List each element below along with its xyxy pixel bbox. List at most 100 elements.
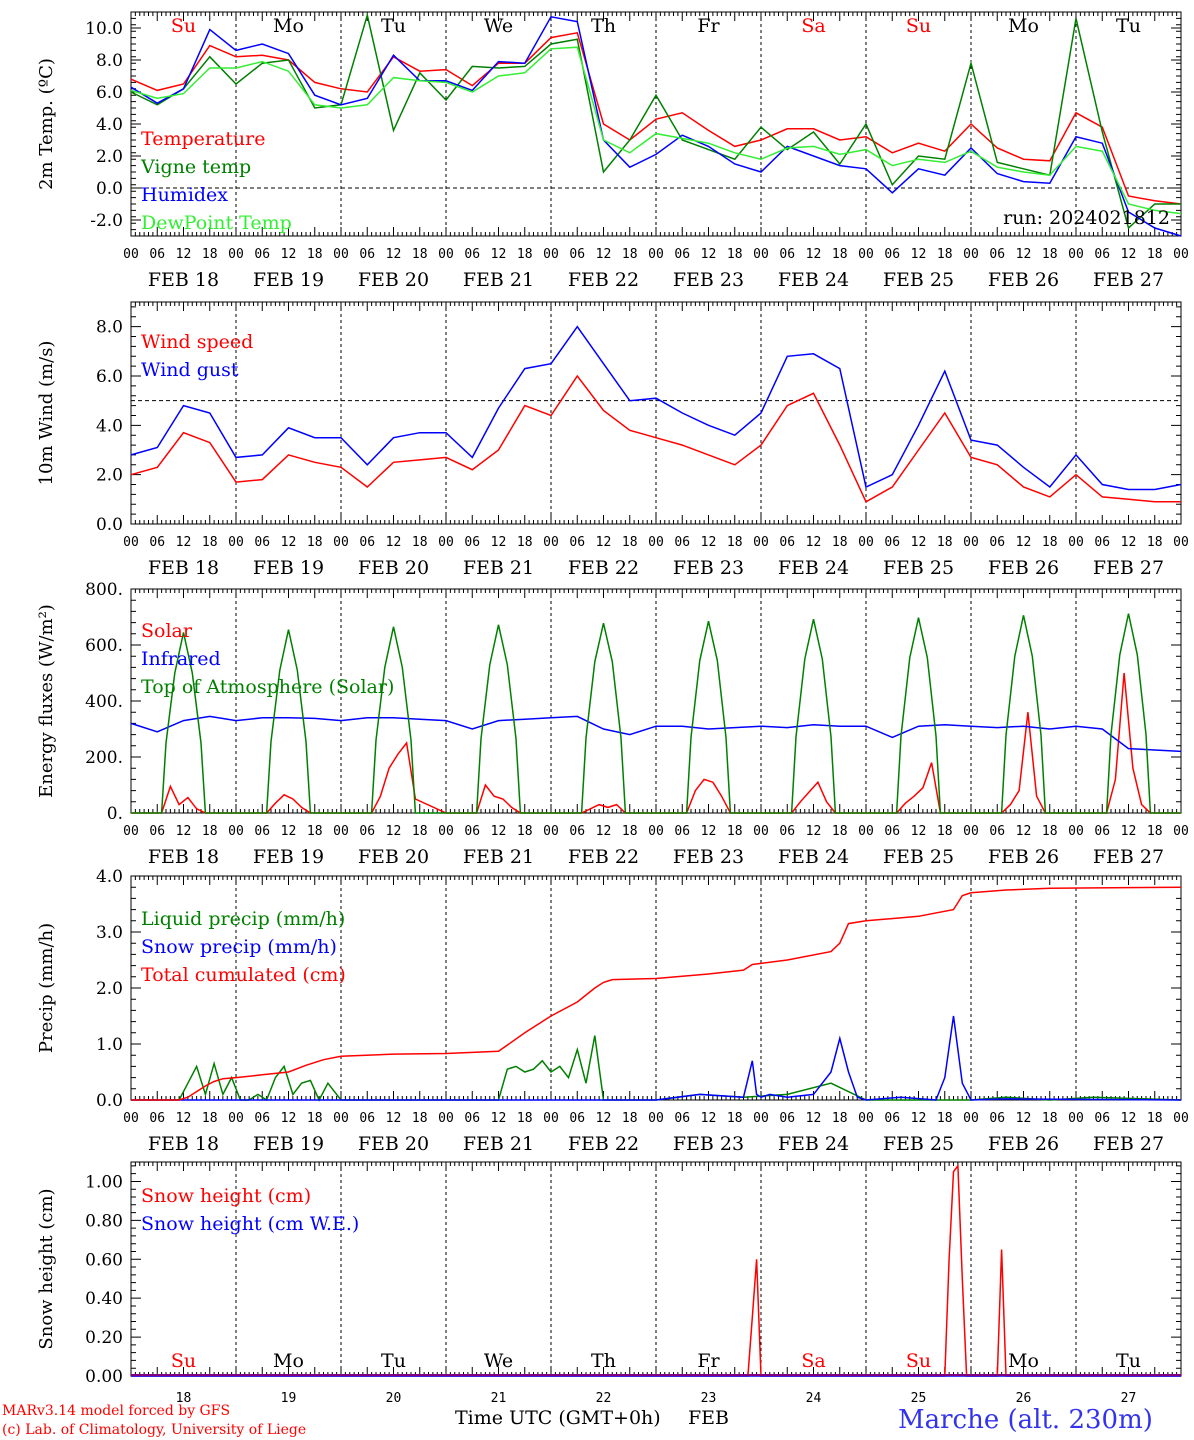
date-label: FEB 27: [1093, 1133, 1164, 1155]
date-label: FEB 21: [463, 1133, 534, 1155]
y-axis-label: Snow height (cm): [36, 1188, 57, 1349]
date-label: FEB 18: [148, 846, 219, 868]
y-tick-label: 0.40: [85, 1289, 123, 1309]
date-label: FEB 26: [988, 557, 1059, 579]
hour-label: 00: [963, 1111, 979, 1126]
y-ticks: [131, 306, 1181, 525]
date-label: FEB 25: [883, 846, 954, 868]
date-label: FEB 22: [568, 1133, 639, 1155]
y-ticks: [131, 588, 1181, 814]
day-name: Sa: [801, 1350, 825, 1372]
hour-label: 18: [1042, 824, 1058, 839]
date-label: FEB 20: [358, 269, 429, 291]
hour-label: 06: [779, 247, 795, 262]
y-tick-label: 6.0: [96, 83, 123, 103]
y-axis-label: 2m Temp. (ºC): [36, 58, 57, 190]
hour-label: 06: [254, 535, 270, 550]
hour-label: 12: [806, 1111, 822, 1126]
hour-label: 00: [648, 535, 664, 550]
date-label: FEB 18: [148, 1133, 219, 1155]
hour-label: 06: [149, 824, 165, 839]
date-label: FEB 24: [778, 1133, 849, 1155]
y-tick-label: 0.00: [85, 1367, 123, 1387]
hour-label: 18: [622, 1111, 638, 1126]
day-name: Tu: [381, 15, 406, 37]
day-name: Su: [906, 1350, 931, 1372]
y-tick-label: 0.0: [96, 1091, 123, 1111]
hour-label: 12: [596, 824, 612, 839]
day-name: Tu: [1116, 15, 1141, 37]
date-label: FEB 19: [253, 1133, 324, 1155]
hour-label: 18: [727, 824, 743, 839]
y-tick-label: 8.0: [96, 318, 123, 338]
series-line-temperature: [130, 31, 1182, 205]
chart-panel-2: 0.0 2.0 4.0 6.0 8.0 10m Wind (m/s) Wind speed W…: [36, 301, 1189, 579]
y-tick-label: 1.00: [85, 1172, 123, 1192]
y-tick-label: 0.20: [85, 1328, 123, 1348]
y-tick-label: 4.0: [96, 115, 123, 135]
hour-label: 12: [1016, 1111, 1032, 1126]
date-label: FEB 23: [673, 269, 744, 291]
y-tick-label: 4.0: [96, 416, 123, 436]
date-label: FEB 19: [253, 846, 324, 868]
hour-label: 18: [307, 535, 323, 550]
hour-label: 12: [281, 247, 297, 262]
hour-label: 06: [569, 247, 585, 262]
hour-label: 12: [386, 1111, 402, 1126]
hour-label: 06: [359, 1111, 375, 1126]
hour-label: 12: [806, 824, 822, 839]
date-label: FEB 27: [1093, 846, 1164, 868]
hour-label: 18: [202, 535, 218, 550]
legend-entry: DewPoint Temp: [141, 212, 292, 234]
day-number-label: 20: [386, 1391, 402, 1406]
hour-label: 12: [1121, 247, 1137, 262]
hour-label: 00: [123, 1111, 139, 1126]
y-tick-label: 2.0: [96, 147, 123, 167]
chart-panel-4: 0.0 1.0 2.0 3.0 4.0 Precip (mm/h) Liquid preci…: [36, 867, 1189, 1155]
hour-label: 06: [1094, 535, 1110, 550]
date-label: FEB 19: [253, 269, 324, 291]
hour-label: 06: [254, 247, 270, 262]
hour-label: 12: [1016, 247, 1032, 262]
series-line-humidex: [130, 15, 1182, 237]
y-tick-label: 0.0: [96, 179, 123, 199]
hour-label: 12: [596, 247, 612, 262]
hour-label: 18: [412, 824, 428, 839]
hour-label: 18: [727, 535, 743, 550]
date-label: FEB 23: [673, 557, 744, 579]
hour-label: 00: [963, 535, 979, 550]
hour-label: 00: [543, 1111, 559, 1126]
hour-label: 00: [438, 535, 454, 550]
chart-panel-3: 0. 200. 400. 600. 800. Energy fluxes (W/m²) So…: [36, 580, 1189, 868]
hour-label: 18: [1147, 1111, 1163, 1126]
day-name: Mo: [273, 15, 304, 37]
y-tick-label: 400.: [85, 692, 123, 712]
hour-label: 06: [464, 1111, 480, 1126]
hour-label: 12: [491, 824, 507, 839]
date-label: FEB 26: [988, 269, 1059, 291]
y-tick-label: 200.: [85, 748, 123, 768]
hour-label: 18: [517, 535, 533, 550]
hour-label: 18: [622, 247, 638, 262]
hour-label: 00: [1068, 1111, 1084, 1126]
hour-label: 00: [228, 535, 244, 550]
hour-label: 00: [1173, 247, 1189, 262]
hour-label: 06: [359, 824, 375, 839]
hour-label: 18: [307, 1111, 323, 1126]
hour-label: 00: [753, 1111, 769, 1126]
hour-label: 18: [727, 247, 743, 262]
day-name: Fr: [697, 15, 720, 37]
date-label: FEB 25: [883, 1133, 954, 1155]
day-name: Su: [171, 1350, 196, 1372]
hour-label: 18: [937, 1111, 953, 1126]
hour-label: 18: [937, 535, 953, 550]
day-number-label: 25: [911, 1391, 927, 1406]
hour-label: 06: [359, 535, 375, 550]
hour-label: 18: [622, 824, 638, 839]
series-line-total-cumulated-cm-: [131, 886, 1182, 1101]
date-label: FEB 24: [778, 557, 849, 579]
hour-label: 00: [963, 824, 979, 839]
day-name: Tu: [381, 1350, 406, 1372]
hour-label: 06: [254, 824, 270, 839]
hour-label: 00: [123, 247, 139, 262]
